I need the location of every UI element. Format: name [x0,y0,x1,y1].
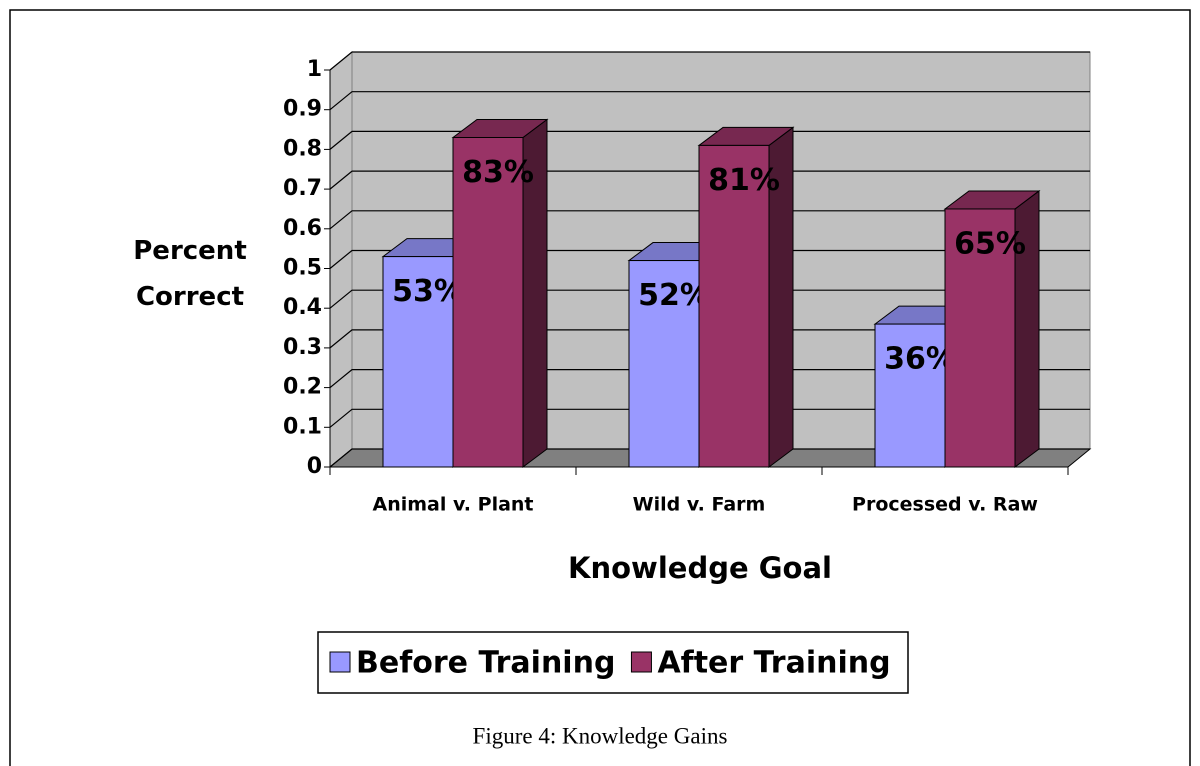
grid-line [329,408,1090,428]
y-tick-label: 0.1 [283,414,322,439]
value-label: 65% [954,226,1026,261]
y-tick-label: 0.9 [283,97,322,122]
x-tick-label: Animal v. Plant [372,494,533,516]
caption: Figure 4: Knowledge Gains [473,723,728,748]
y-tick-label: 0.4 [283,295,322,320]
bar [944,208,1016,468]
grid-line [329,369,1090,389]
y-tick-label: 0 [307,454,322,479]
frame [9,9,1191,766]
bar [452,136,524,468]
grid-line [329,249,1090,269]
grid-line [329,289,1090,309]
bar [628,260,700,468]
legend-swatch [630,651,652,673]
y-tick-label: 1 [307,57,322,82]
grid-line [329,170,1090,190]
grid-line [329,130,1090,150]
legend-box [317,631,909,694]
bar [874,323,946,468]
value-label: 36% [884,342,956,377]
y-tick-label: 0.7 [283,176,322,201]
y-tick-label: 0.6 [283,216,322,241]
grid-line [329,51,1090,71]
value-label: 81% [708,163,780,198]
grid-line [329,91,1090,111]
value-label: 53% [392,274,464,309]
y-axis-title: Percent Correct [133,236,247,312]
value-label: 83% [462,155,534,190]
grid-line [329,210,1090,230]
legend-swatch [329,651,351,673]
grid-line [329,448,1090,468]
bar [698,144,770,468]
x-axis-title: Knowledge Goal [568,551,832,585]
y-tick-label: 0.3 [283,335,322,360]
legend-label: After Training [657,646,890,681]
value-label: 52% [638,278,710,313]
bar [382,256,454,468]
x-tick-label: Processed v. Raw [852,494,1038,516]
legend-label: Before Training [356,646,615,681]
y-tick-label: 0.5 [283,256,322,281]
x-tick-label: Wild v. Farm [633,494,766,516]
grid-line [329,329,1090,349]
y-tick-label: 0.8 [283,136,322,161]
y-tick-label: 0.2 [283,375,322,400]
